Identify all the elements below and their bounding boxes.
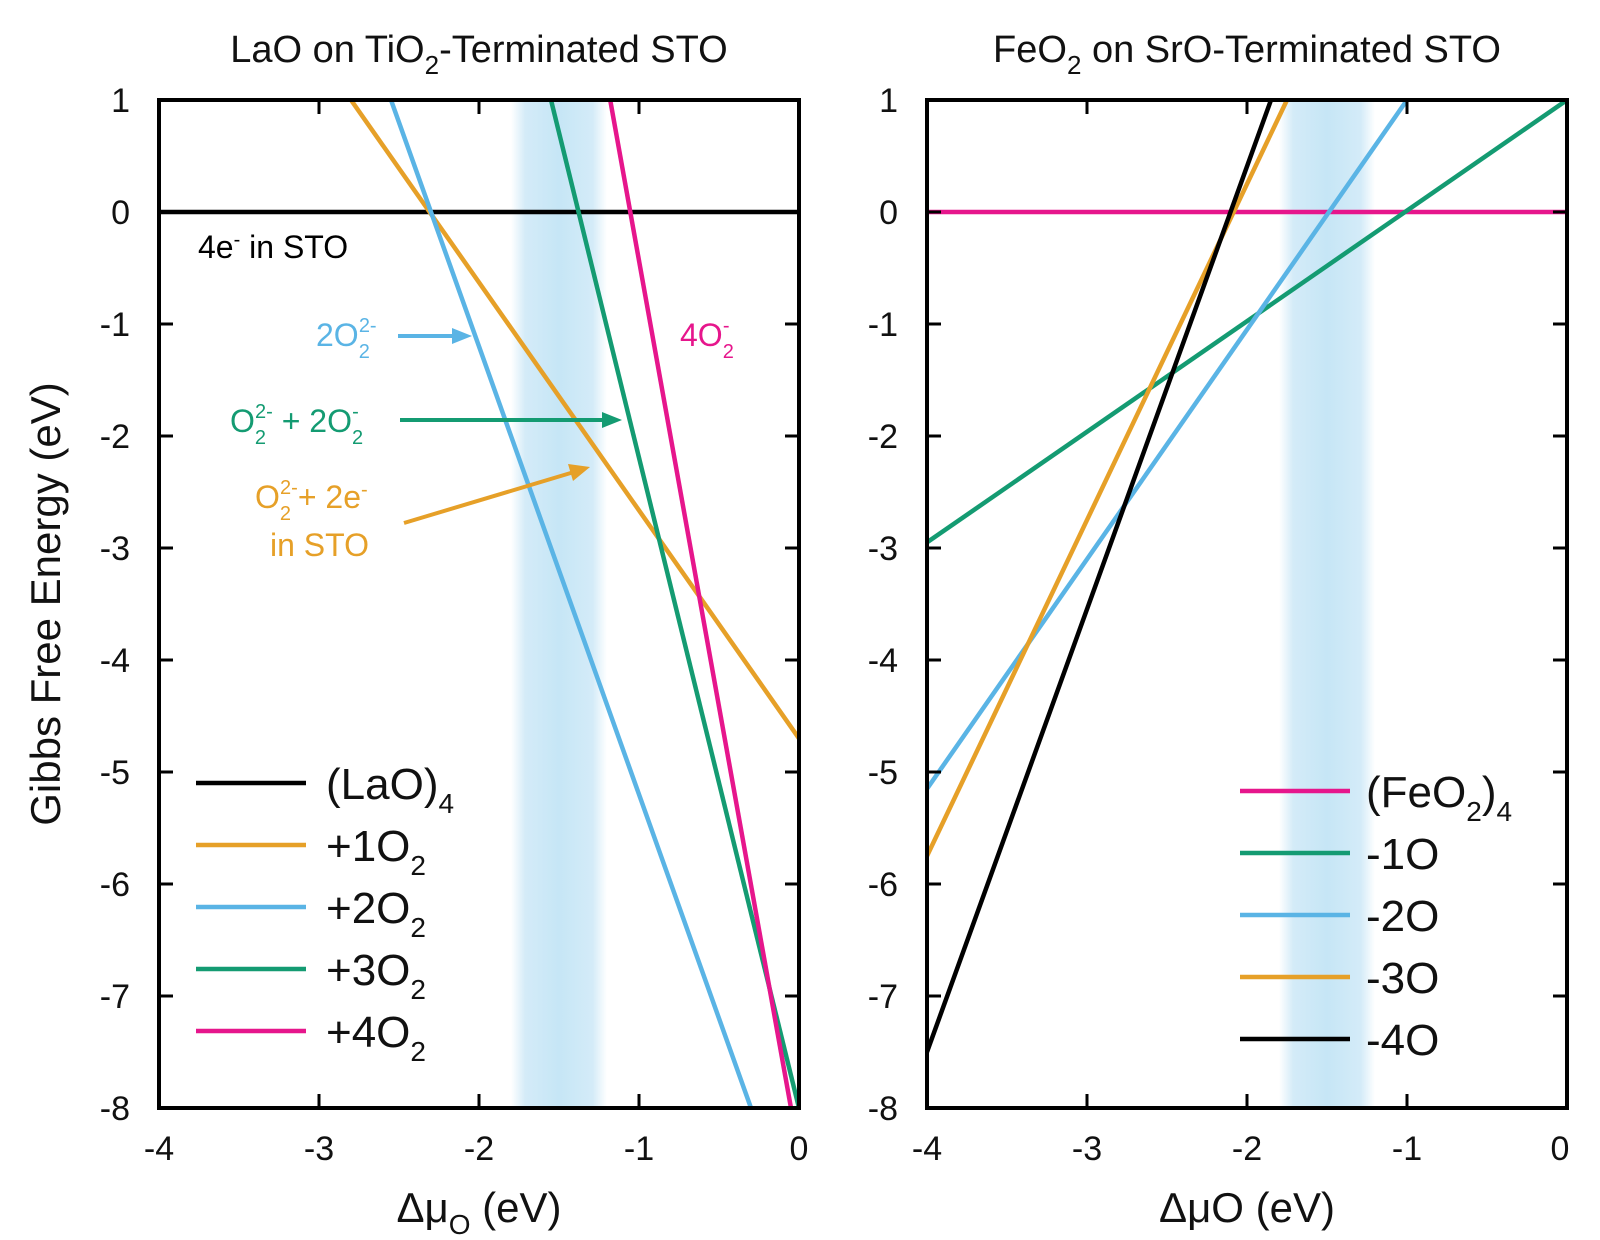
y-tick-label: 1 (111, 82, 130, 120)
annotation-o2-plus-2e-line2: in STO (270, 527, 369, 563)
x-tick-label: -1 (1392, 1130, 1422, 1168)
left-series-line (607, 100, 794, 1108)
annotation-arrow-o2-2e (403, 470, 575, 525)
left-shaded-region (511, 100, 607, 1108)
y-tick-label: -6 (868, 866, 898, 904)
right-ticks (925, 98, 1569, 1110)
right-series-line (927, 100, 1274, 1053)
legend-label: +4O2 (326, 1008, 426, 1067)
y-tick-label: -2 (100, 418, 130, 456)
left-series-line (548, 100, 799, 1108)
y-tick-label: -3 (868, 530, 898, 568)
annotation-4e-in-sto: 4e- in STO (198, 229, 348, 265)
y-tick-label: -8 (100, 1090, 130, 1128)
legend-label: -4O (1366, 1016, 1439, 1065)
right-x-tick-labels: -4 -3 -2 -1 0 (912, 1130, 1570, 1168)
x-tick-label: -2 (464, 1130, 494, 1168)
annotation-arrowhead-o2-2e (568, 464, 590, 481)
y-tick-label: -5 (868, 754, 898, 792)
y-tick-label: 0 (879, 194, 898, 232)
legend-label: +1O2 (326, 822, 426, 881)
left-ticks (157, 98, 801, 1110)
y-tick-label: -3 (100, 530, 130, 568)
right-legend: (FeO2)4 -1O -2O -3O -4O (1240, 768, 1512, 1065)
y-tick-label: -1 (100, 306, 130, 344)
x-tick-label: -2 (1232, 1130, 1262, 1168)
legend-label: -1O (1366, 830, 1439, 879)
right-shaded-region (1279, 100, 1375, 1108)
left-x-axis-label: ΔμO (eV) (396, 1184, 561, 1240)
y-tick-label: -5 (100, 754, 130, 792)
legend-label: -2O (1366, 892, 1439, 941)
annotation-4o2-minus: 4O2- (680, 315, 734, 363)
y-tick-label: -4 (868, 642, 898, 680)
annotation-arrowhead-o2-2o2 (602, 412, 622, 428)
x-tick-label: -3 (1072, 1130, 1102, 1168)
legend-label: (FeO2)4 (1366, 768, 1512, 827)
y-tick-label: -6 (100, 866, 130, 904)
y-axis-label: Gibbs Free Energy (eV) (22, 382, 69, 826)
annotation-arrowhead-2o2 (452, 328, 472, 344)
left-legend: (LaO)4 +1O2 +2O2 +3O2 +4O2 (196, 760, 454, 1067)
right-x-axis-label: ΔμO (eV) (1159, 1184, 1335, 1231)
y-tick-label: 0 (111, 194, 130, 232)
x-tick-label: 0 (1551, 1130, 1570, 1168)
right-panel: 1 0 -1 -2 -3 -4 -5 -6 -7 -8 -4 -3 -2 -1 … (868, 29, 1570, 1231)
left-panel: 1 0 -1 -2 -3 -4 -5 -6 -7 -8 -4 -3 -2 -1 … (22, 29, 808, 1240)
right-plot-frame (925, 98, 1569, 1110)
legend-label: (LaO)4 (326, 760, 454, 819)
annotation-o2-plus-2e: O22-+ 2e- (255, 477, 368, 525)
y-tick-label: -7 (868, 978, 898, 1016)
y-tick-label: 1 (879, 82, 898, 120)
x-tick-label: -3 (304, 1130, 334, 1168)
y-tick-label: -8 (868, 1090, 898, 1128)
right-panel-title: FeO2 on SrO-Terminated STO (993, 29, 1501, 80)
legend-label: +2O2 (326, 884, 426, 943)
left-series-line (388, 100, 754, 1108)
left-y-tick-labels: 1 0 -1 -2 -3 -4 -5 -6 -7 -8 (100, 82, 130, 1128)
y-tick-label: -1 (868, 306, 898, 344)
left-panel-title: LaO on TiO2-Terminated STO (230, 29, 727, 80)
right-y-tick-labels: 1 0 -1 -2 -3 -4 -5 -6 -7 -8 (868, 82, 898, 1128)
legend-label: -3O (1366, 954, 1439, 1003)
x-tick-label: -4 (144, 1130, 174, 1168)
left-x-tick-labels: -4 -3 -2 -1 0 (144, 1130, 809, 1168)
right-series-line (927, 100, 1409, 791)
annotation-2o2-2minus: 2O22- (316, 315, 377, 363)
y-tick-label: -4 (100, 642, 130, 680)
annotation-o2-plus-2o2: O22- + 2O2- (230, 401, 363, 449)
legend-label: +3O2 (326, 946, 426, 1005)
x-tick-label: -1 (624, 1130, 654, 1168)
y-tick-label: -2 (868, 418, 898, 456)
x-tick-label: -4 (912, 1130, 942, 1168)
y-tick-label: -7 (100, 978, 130, 1016)
x-tick-label: 0 (790, 1130, 809, 1168)
right-series-line (927, 100, 1567, 545)
